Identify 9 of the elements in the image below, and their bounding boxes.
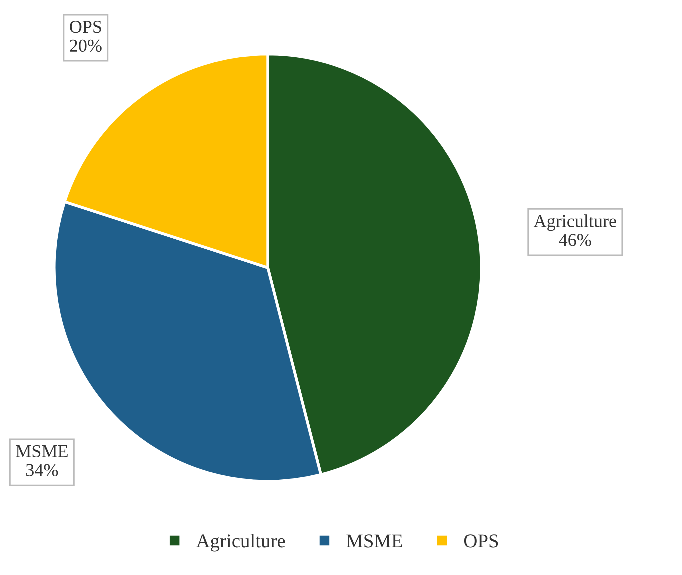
legend-label: MSME [346, 534, 402, 548]
legend-label: OPS [464, 534, 498, 548]
slice-label: Agriculture [534, 214, 616, 232]
data-label: 46% [559, 234, 592, 246]
slice-label: OPS [70, 21, 102, 34]
data-label: 20% [70, 40, 102, 52]
legend-label: Agriculture [196, 534, 286, 552]
data-label: 34% [26, 464, 58, 476]
slice-label: MSME [16, 445, 68, 458]
